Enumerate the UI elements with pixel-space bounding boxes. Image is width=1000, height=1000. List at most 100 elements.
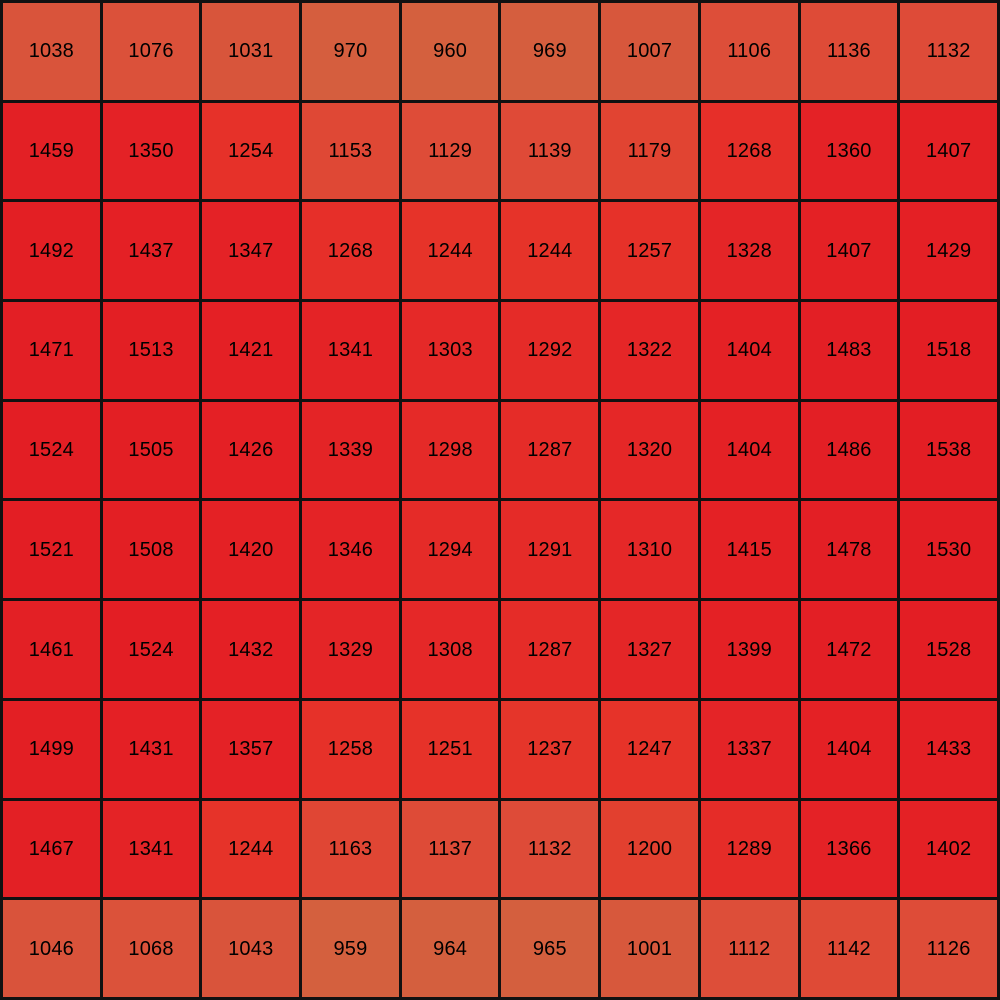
- heatmap-cell: 1129: [401, 102, 499, 200]
- heatmap-cell: 1046: [3, 900, 100, 997]
- heatmap-cell: 1289: [700, 800, 798, 898]
- heatmap-cell-value: 1404: [726, 339, 772, 362]
- heatmap-cell: 1132: [501, 800, 599, 898]
- heatmap-cell-value: 1163: [328, 837, 373, 860]
- heatmap-cell: 1467: [3, 800, 100, 898]
- heatmap-cell: 1142: [800, 900, 898, 997]
- heatmap-cell: 1420: [202, 501, 300, 599]
- heatmap-cell-value: 1046: [28, 937, 74, 960]
- heatmap-cell: 1492: [3, 202, 100, 300]
- heatmap-cell-value: 1530: [925, 538, 972, 561]
- heatmap-cell: 1244: [202, 800, 300, 898]
- heatmap-cell-value: 1528: [925, 638, 972, 661]
- heatmap-cell: 965: [501, 900, 599, 997]
- heatmap-cell: 1350: [102, 102, 200, 200]
- heatmap-cell: 964: [401, 900, 499, 997]
- heatmap-cell: 1298: [401, 401, 499, 499]
- heatmap-cell-value: 1179: [627, 140, 672, 163]
- heatmap-cell: 1251: [401, 700, 499, 798]
- heatmap-cell: 1292: [501, 302, 599, 399]
- heatmap-cell: 1328: [700, 202, 798, 300]
- heatmap-cell-value: 1402: [925, 837, 972, 860]
- heatmap-cell-value: 1031: [228, 40, 274, 63]
- heatmap-cell: 1432: [202, 601, 300, 698]
- heatmap-cell-value: 1126: [926, 937, 971, 960]
- heatmap-cell: 1404: [700, 401, 798, 499]
- heatmap-cell-value: 1289: [726, 837, 772, 860]
- heatmap-cell: 1322: [601, 302, 698, 399]
- heatmap-cell-value: 1486: [826, 439, 872, 462]
- heatmap-cell: 1294: [401, 501, 499, 599]
- heatmap-cell-value: 1038: [28, 40, 74, 63]
- heatmap-cell: 1524: [3, 401, 100, 499]
- heatmap-cell: 1402: [900, 800, 997, 898]
- heatmap-cell: 1068: [102, 900, 200, 997]
- heatmap-cell-value: 1524: [128, 638, 174, 661]
- heatmap-cell: 1327: [601, 601, 698, 698]
- heatmap-cell: 1043: [202, 900, 300, 997]
- heatmap-cell: 1483: [800, 302, 898, 399]
- heatmap-cell-value: 1404: [726, 439, 772, 462]
- heatmap-cell: 1126: [900, 900, 997, 997]
- heatmap-cell-value: 1459: [28, 140, 74, 163]
- heatmap-cell-value: 1068: [128, 937, 174, 960]
- heatmap-cell: 1031: [202, 3, 300, 100]
- heatmap-cell-value: 1244: [527, 239, 573, 262]
- heatmap-cell: 1268: [700, 102, 798, 200]
- heatmap-cell: 1437: [102, 202, 200, 300]
- heatmap-cell: 959: [302, 900, 399, 997]
- heatmap-cell-value: 1339: [327, 439, 374, 462]
- heatmap-cell-value: 1483: [826, 339, 872, 362]
- heatmap-cell: 1310: [601, 501, 698, 599]
- heatmap-cell: 1244: [401, 202, 499, 300]
- heatmap-cell: 1258: [302, 700, 399, 798]
- heatmap-cell-value: 1399: [726, 638, 772, 661]
- heatmap-cell-value: 1346: [327, 538, 374, 561]
- heatmap-cell-value: 964: [433, 937, 468, 960]
- heatmap-cell: 1303: [401, 302, 499, 399]
- heatmap-cell: 1291: [501, 501, 599, 599]
- heatmap-cell-value: 1303: [427, 339, 473, 362]
- heatmap-cell-value: 1337: [726, 738, 772, 761]
- heatmap-cell-value: 1518: [925, 339, 972, 362]
- heatmap-cell: 1521: [3, 501, 100, 599]
- heatmap-cell-value: 1268: [726, 140, 772, 163]
- heatmap-cell-value: 1538: [925, 439, 972, 462]
- heatmap-cell-value: 1310: [626, 538, 673, 561]
- heatmap-cell-value: 960: [433, 40, 468, 63]
- heatmap-cell: 1308: [401, 601, 499, 698]
- heatmap-cell: 1007: [601, 3, 698, 100]
- heatmap-cell-value: 970: [333, 40, 368, 63]
- heatmap-cell: 1137: [401, 800, 499, 898]
- heatmap-cell: 960: [401, 3, 499, 100]
- heatmap-cell: 1254: [202, 102, 300, 200]
- heatmap-cell-value: 1357: [228, 738, 274, 761]
- heatmap-cell-value: 1292: [527, 339, 573, 362]
- heatmap-cell-value: 1001: [626, 937, 673, 960]
- heatmap-cell: 1076: [102, 3, 200, 100]
- heatmap-cell-value: 1153: [328, 140, 373, 163]
- heatmap-cell: 1136: [800, 3, 898, 100]
- heatmap-cell: 1518: [900, 302, 997, 399]
- heatmap-cell: 1163: [302, 800, 399, 898]
- heatmap-cell: 1237: [501, 700, 599, 798]
- heatmap-cell-value: 1431: [128, 738, 174, 761]
- heatmap-cell: 1320: [601, 401, 698, 499]
- heatmap-cell-value: 1524: [28, 439, 74, 462]
- heatmap-cell-value: 1320: [626, 439, 673, 462]
- heatmap-cell-value: 965: [532, 937, 567, 960]
- heatmap-cell-value: 1247: [626, 738, 673, 761]
- heatmap-cell-value: 1513: [128, 339, 174, 362]
- heatmap-cell-value: 1112: [728, 937, 771, 960]
- heatmap-cell: 1247: [601, 700, 698, 798]
- heatmap-cell-value: 1291: [527, 538, 573, 561]
- heatmap-cell-value: 1341: [128, 837, 174, 860]
- heatmap-cell: 1407: [800, 202, 898, 300]
- heatmap-cell-value: 969: [532, 40, 567, 63]
- heatmap-cell: 1139: [501, 102, 599, 200]
- heatmap-cell: 1478: [800, 501, 898, 599]
- heatmap-cell-value: 1505: [128, 439, 174, 462]
- heatmap-cell: 1508: [102, 501, 200, 599]
- heatmap-cell-value: 1433: [925, 738, 972, 761]
- heatmap-cell-value: 1043: [228, 937, 274, 960]
